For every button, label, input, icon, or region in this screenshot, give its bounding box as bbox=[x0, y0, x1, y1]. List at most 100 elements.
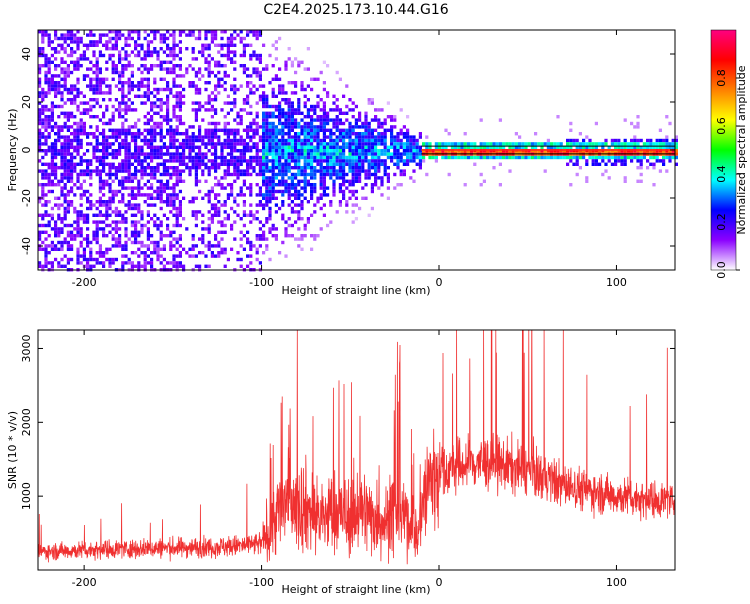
spectrogram-cell bbox=[82, 254, 86, 258]
spectrogram-cell bbox=[265, 149, 269, 153]
spectrogram-cell bbox=[130, 64, 134, 68]
spectrogram-cell bbox=[38, 67, 42, 71]
spectrogram-cell bbox=[303, 121, 307, 126]
spectrogram-cell bbox=[140, 70, 144, 75]
spectrogram-cell bbox=[108, 200, 112, 204]
colorbar-tick-label: 0.4 bbox=[715, 165, 728, 183]
spectrogram-cell bbox=[60, 84, 64, 88]
spectrogram-cell bbox=[95, 142, 99, 146]
spectrogram-cell bbox=[274, 138, 278, 143]
spectrogram-cell bbox=[153, 203, 157, 207]
spectrogram-cell bbox=[332, 183, 336, 187]
spectrogram-cell bbox=[665, 115, 669, 119]
spectrogram-cell bbox=[246, 74, 250, 78]
spectrogram-cell bbox=[111, 67, 115, 71]
spectrogram-cell bbox=[268, 81, 272, 85]
spectrogram-cell bbox=[255, 33, 259, 37]
spectrogram-cell bbox=[146, 87, 150, 92]
spectrogram-cell bbox=[249, 159, 253, 163]
spectrogram-cell bbox=[188, 64, 192, 68]
spectrogram-cell bbox=[278, 115, 282, 119]
spectrogram-cell bbox=[95, 70, 99, 75]
x-tick-label: -100 bbox=[249, 276, 274, 289]
spectrogram-cell bbox=[169, 47, 173, 51]
spectrogram-cell bbox=[178, 169, 182, 173]
spectrogram-cell bbox=[255, 237, 259, 241]
spectrogram-cell bbox=[236, 132, 240, 136]
spectrogram-cell bbox=[150, 101, 154, 105]
spectrogram-cell bbox=[66, 30, 70, 34]
spectrogram-cell bbox=[514, 132, 518, 136]
y-tick-label: -20 bbox=[20, 189, 33, 207]
spectrogram-cell bbox=[121, 98, 125, 102]
spectrogram-cell bbox=[399, 145, 403, 149]
spectrogram-cell bbox=[316, 234, 320, 238]
spectrogram-cell bbox=[348, 189, 352, 194]
spectrogram-cell bbox=[342, 128, 346, 132]
spectrogram-cell bbox=[290, 121, 294, 126]
spectrogram-cell bbox=[153, 223, 157, 228]
spectrogram-cell bbox=[290, 81, 294, 85]
spectrogram-cell bbox=[111, 155, 115, 160]
spectrogram-cell bbox=[127, 108, 131, 112]
spectrogram-cell bbox=[281, 176, 285, 180]
spectrogram-cell bbox=[210, 203, 214, 207]
spectrogram-cell bbox=[271, 138, 275, 143]
spectrogram-cell bbox=[482, 155, 486, 160]
spectrogram-cell bbox=[124, 217, 128, 221]
spectrogram-cell bbox=[290, 149, 294, 153]
spectrogram-cell bbox=[169, 203, 173, 207]
spectrogram-cell bbox=[278, 169, 282, 173]
spectrogram-cell bbox=[50, 81, 54, 85]
spectrogram-cell bbox=[268, 115, 272, 119]
spectrogram-cell bbox=[70, 111, 74, 115]
spectrogram-cell bbox=[230, 186, 234, 190]
spectrogram-cell bbox=[217, 77, 221, 81]
spectrogram-cell bbox=[114, 70, 118, 75]
spectrogram-cell bbox=[98, 244, 102, 248]
spectrogram-cell bbox=[166, 159, 170, 163]
spectrogram-cell bbox=[60, 264, 64, 268]
spectrogram-cell bbox=[306, 138, 310, 143]
spectrogram-cell bbox=[540, 145, 544, 149]
spectrogram-cell bbox=[140, 169, 144, 173]
spectrogram-cell bbox=[95, 145, 99, 149]
spectrogram-cell bbox=[351, 220, 355, 224]
spectrogram-cell bbox=[262, 145, 266, 149]
spectrogram-cell bbox=[566, 162, 570, 166]
spectrogram-cell bbox=[322, 179, 326, 183]
spectrogram-cell bbox=[294, 220, 298, 224]
spectrogram-cell bbox=[166, 261, 170, 265]
spectrogram-cell bbox=[47, 162, 51, 166]
spectrogram-cell bbox=[290, 200, 294, 204]
spectrogram-cell bbox=[575, 145, 579, 149]
spectrogram-cell bbox=[102, 162, 106, 166]
spectrogram-cell bbox=[390, 152, 394, 156]
spectrogram-cell bbox=[214, 193, 218, 197]
spectrogram-cell bbox=[422, 155, 426, 160]
spectrogram-cell bbox=[303, 183, 307, 187]
spectrogram-cell bbox=[95, 169, 99, 173]
spectrogram-cell bbox=[294, 108, 298, 112]
spectrogram-cell bbox=[188, 247, 192, 251]
spectrogram-cell bbox=[399, 155, 403, 160]
spectrogram-cell bbox=[150, 115, 154, 119]
spectrogram-cell bbox=[121, 261, 125, 265]
spectrogram-cell bbox=[287, 183, 291, 187]
spectrogram-cell bbox=[169, 128, 173, 132]
spectrogram-cell bbox=[271, 77, 275, 81]
spectrogram-cell bbox=[124, 57, 128, 61]
spectrogram-cell bbox=[220, 186, 224, 190]
spectrogram-cell bbox=[255, 70, 259, 75]
spectrogram-cell bbox=[175, 74, 179, 78]
spectrogram-cell bbox=[124, 220, 128, 224]
spectrogram-cell bbox=[361, 159, 365, 163]
spectrogram-cell bbox=[175, 196, 179, 200]
spectrogram-cell bbox=[255, 74, 259, 78]
spectrogram-cell bbox=[153, 135, 157, 139]
spectrogram-cell bbox=[294, 172, 298, 177]
spectrogram-cell bbox=[249, 111, 253, 115]
spectrogram-cell bbox=[262, 206, 266, 211]
spectrogram-cell bbox=[194, 115, 198, 119]
spectrogram-cell bbox=[636, 125, 640, 129]
